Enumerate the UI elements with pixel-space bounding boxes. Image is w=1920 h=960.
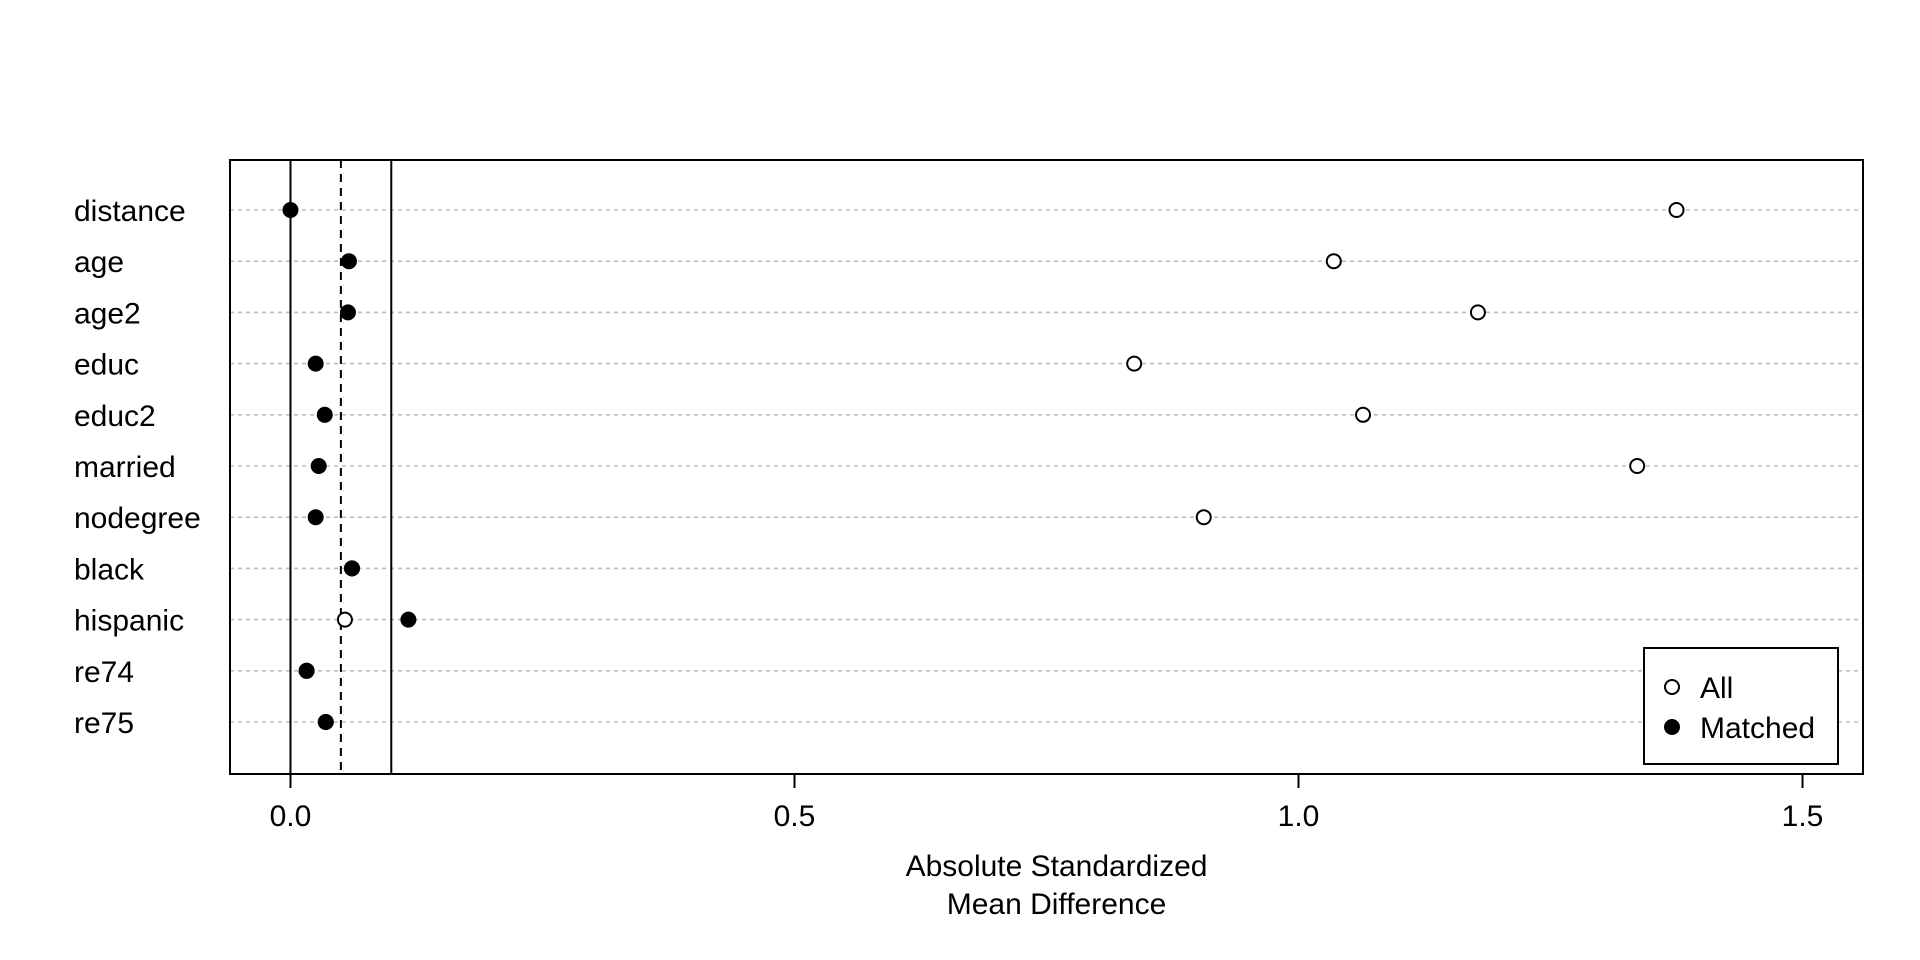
y-label-educ2: educ2 [74,400,156,433]
point-matched-re75 [317,714,334,730]
legend-label-matched: Matched [1700,712,1815,745]
y-label-hispanic: hispanic [74,605,184,638]
y-label-educ: educ [74,349,139,382]
point-matched-re74 [298,662,315,679]
point-all-hispanic [336,611,353,628]
x-tick-label-0.5: 0.5 [774,800,816,833]
y-label-distance: distance [74,195,186,228]
point-matched-married [310,458,327,474]
x-tick-label-1.0: 1.0 [1278,800,1320,833]
x-tick-label-0.0: 0.0 [270,800,312,833]
data-points [282,202,1685,730]
reference-lines [289,160,393,774]
point-all-distance [1668,202,1685,218]
point-matched-black [343,560,360,577]
x-axis-title: Absolute Standardized Mean Difference [906,850,1208,921]
x-axis-title-line-1: Absolute Standardized [906,850,1208,883]
point-all-educ [1126,355,1143,372]
point-matched-age [340,253,357,270]
point-all-nodegree [1195,509,1212,526]
y-label-re74: re74 [74,656,134,689]
legend-label-all: All [1700,672,1733,705]
y-label-age2: age2 [74,297,141,330]
y-axis-labels: distance age age2 educ educ2 married nodegree b… [74,195,201,740]
point-matched-nodegree [307,509,324,526]
y-label-nodegree: nodegree [74,502,201,535]
point-matched-educ [307,355,324,372]
legend-box [1643,647,1839,765]
y-label-re75: re75 [74,707,134,740]
x-axis-title-line-2: Mean Difference [947,888,1167,921]
grid-lines [230,209,1863,723]
point-all-age2 [1469,304,1486,321]
point-matched-educ2 [316,406,333,423]
x-axis: 0.0 0.5 1.0 1.5 [270,774,1824,833]
point-matched-distance [282,202,299,218]
legend-marker-matched [1664,719,1680,735]
point-matched-age2 [339,304,356,321]
x-tick-label-1.5: 1.5 [1782,800,1824,833]
y-label-married: married [74,451,176,484]
plot-frame [229,159,1864,775]
point-all-educ2 [1355,406,1372,423]
point-matched-hispanic [400,611,417,628]
legend: All Matched [1643,647,1839,765]
point-all-married [1629,458,1646,474]
y-label-black: black [74,553,145,586]
legend-marker-all [1664,679,1680,695]
point-all-age [1325,253,1342,270]
y-label-age: age [74,246,124,279]
